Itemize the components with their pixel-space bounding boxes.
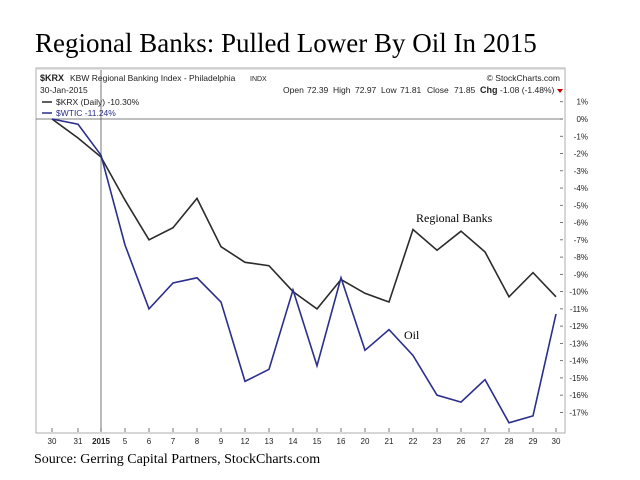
x-tick-label: 8 (195, 437, 200, 446)
x-tick-label: 6 (147, 437, 152, 446)
y-tick-label: -9% (574, 270, 588, 279)
x-tick-label: 27 (481, 437, 490, 446)
x-tick-label: 30 (552, 437, 561, 446)
close-label: Close (427, 85, 449, 95)
y-tick-label: -11% (570, 305, 588, 314)
legend-wtic: $WTIC -11.24% (56, 108, 116, 118)
plot-layer: 1% 0% -1% -2% -3% -4% -5% -6% -7% -8% -9% -10% -11% -… (36, 70, 588, 446)
x-tick-label: 21 (385, 437, 394, 446)
date-label: 30-Jan-2015 (40, 85, 88, 95)
high-label: High (333, 85, 351, 95)
series-line-oil (51, 118, 557, 424)
x-tick-label: 26 (457, 437, 466, 446)
x-tick-label: 7 (171, 437, 176, 446)
chg-value: -1.08 (-1.48%) (500, 85, 554, 95)
close-value: 71.85 (454, 85, 476, 95)
x-tick-label: 20 (361, 437, 370, 446)
x-tick-label: 31 (74, 437, 83, 446)
page-title: Regional Banks: Pulled Lower By Oil In 2… (35, 28, 537, 58)
y-tick-label: -14% (569, 357, 588, 366)
legend-krx: $KRX (Daily) -10.30% (56, 97, 140, 107)
y-tick-label: -1% (574, 132, 588, 141)
x-tick-label: 28 (505, 437, 514, 446)
y-tick-label: -12% (569, 322, 588, 331)
x-tick-label: 29 (529, 437, 538, 446)
x-tick-label: 15 (313, 437, 322, 446)
y-tick-label: -8% (574, 253, 588, 262)
y-tick-label: -17% (569, 408, 588, 417)
series-line-regional-banks (51, 118, 557, 310)
x-tick-label: 22 (409, 437, 418, 446)
chart-top-bar (36, 68, 565, 70)
x-tick-label: 5 (123, 437, 128, 446)
open-value: 72.39 (307, 85, 329, 95)
y-tick-label: -5% (574, 201, 588, 210)
x-tick-label: 12 (241, 437, 250, 446)
x-tick-label: 16 (337, 437, 346, 446)
symbol-label: $KRX (40, 73, 64, 83)
x-tick-label: 9 (219, 437, 224, 446)
index-description: KBW Regional Banking Index - Philadelphi… (70, 73, 236, 83)
y-tick-label: -7% (574, 236, 588, 245)
chg-label: Chg (480, 85, 498, 95)
watermark: © StockCharts.com (487, 73, 560, 83)
x-tick-label: 23 (433, 437, 442, 446)
y-tick-label: 0% (576, 115, 588, 124)
chart-frame (35, 67, 566, 434)
y-tick-label: 1% (576, 98, 588, 107)
x-tick-label: 14 (289, 437, 298, 446)
y-tick-label: -4% (574, 184, 588, 193)
exchange-label: INDX (250, 76, 267, 83)
open-label: Open (283, 85, 304, 95)
y-tick-label: -10% (569, 288, 588, 297)
low-label: Low (381, 85, 397, 95)
down-arrow-icon (557, 89, 563, 93)
y-tick-label: -6% (574, 219, 588, 228)
y-tick-label: -13% (569, 339, 588, 348)
low-value: 71.81 (400, 85, 422, 95)
annotation-oil: Oil (404, 328, 420, 342)
y-tick-label: -15% (569, 374, 588, 383)
x-tick-label: 2015 (92, 437, 110, 446)
annotation-regional-banks: Regional Banks (416, 211, 493, 225)
y-tick-label: -3% (574, 167, 588, 176)
source-note: Source: Gerring Capital Partners, StockC… (34, 452, 321, 467)
x-tick-label: 30 (48, 437, 57, 446)
high-value: 72.97 (355, 85, 377, 95)
y-tick-label: -2% (574, 150, 588, 159)
x-tick-label: 13 (265, 437, 274, 446)
y-tick-label: -16% (569, 391, 588, 400)
